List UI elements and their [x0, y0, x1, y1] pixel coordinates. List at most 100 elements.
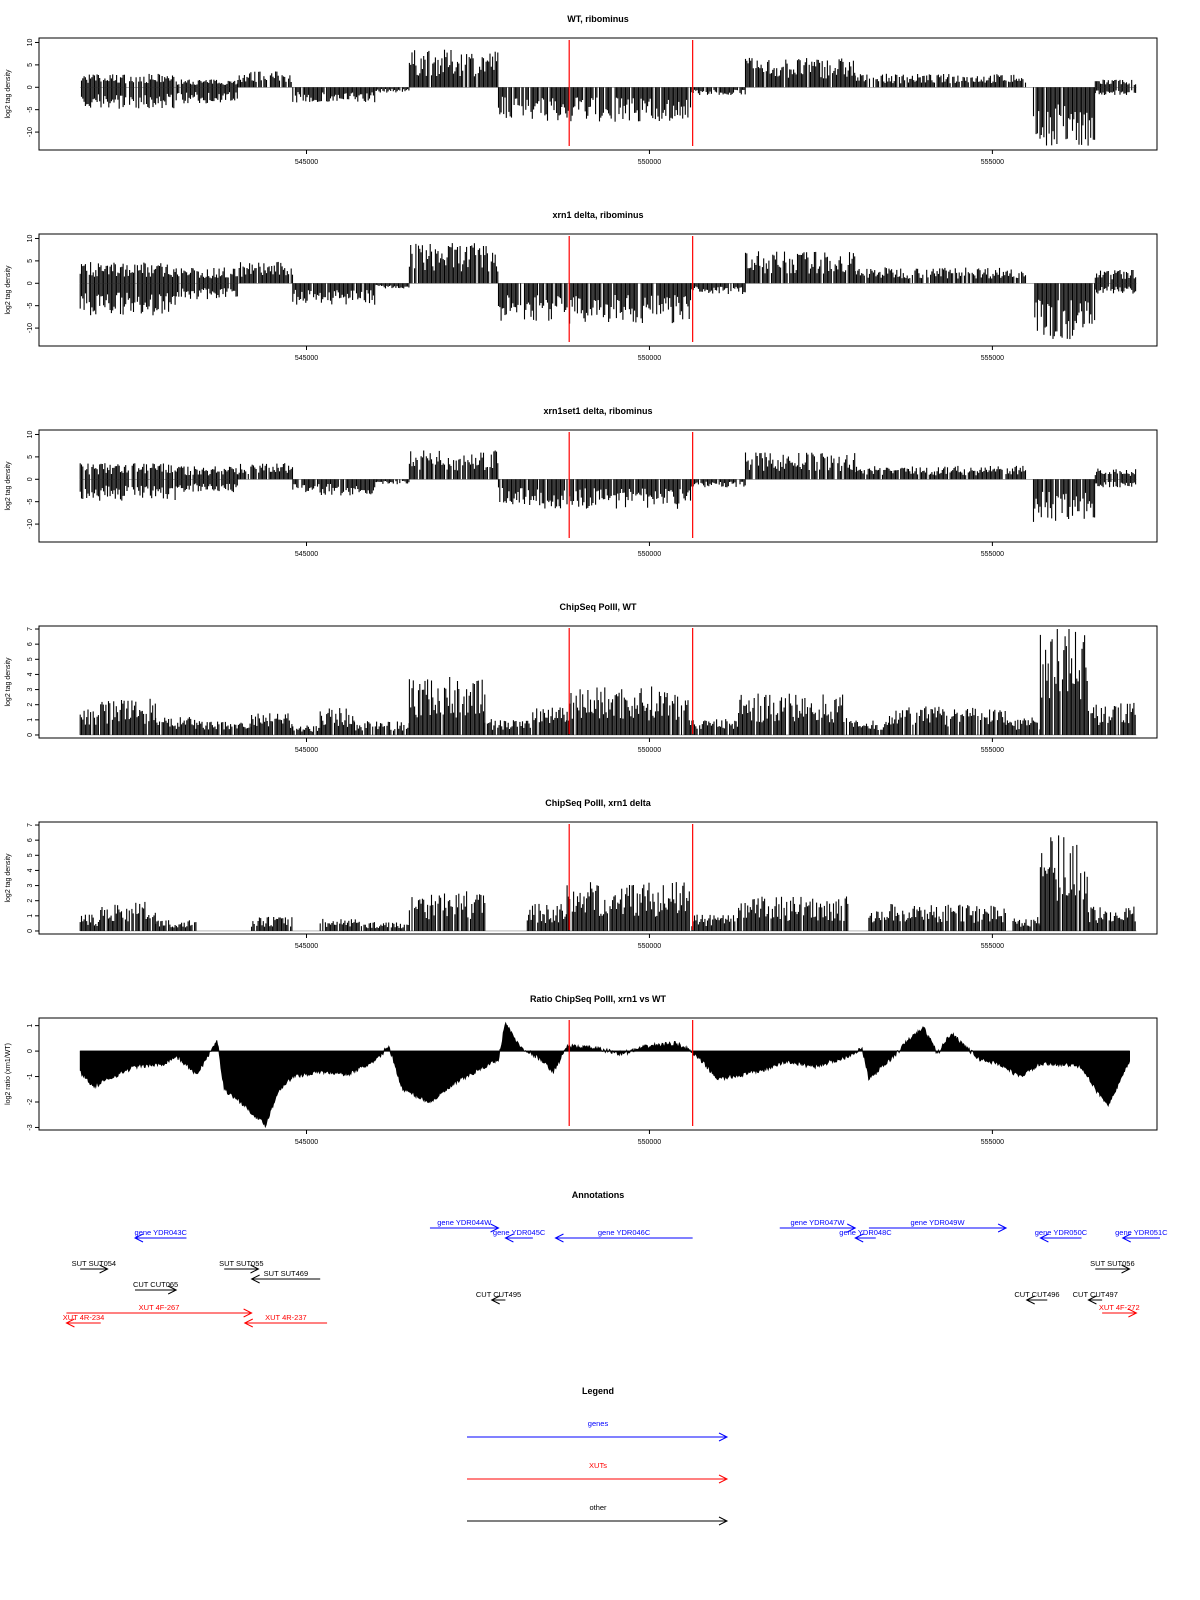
signal-segment-8 [539, 283, 692, 324]
annotation-feature: gene YDR043C [133, 1228, 188, 1243]
y-tick-label: 1 [27, 1024, 34, 1028]
feature-arrowhead [99, 1264, 109, 1274]
y-tick-label: 6 [27, 642, 34, 646]
feature-arrowhead [1087, 1295, 1097, 1305]
signal-segment-14 [738, 693, 848, 735]
feature-arrowhead [243, 1318, 253, 1328]
ratio-area [79, 1021, 1130, 1129]
panel-title: xrn1set1 delta, ribominus [543, 406, 652, 416]
x-tick-label: 555000 [981, 355, 1004, 362]
signal-segment-1 [79, 262, 176, 316]
signal-segment-2 [100, 901, 156, 931]
x-tick-label: 555000 [981, 943, 1004, 950]
feature-arrowhead [243, 1308, 253, 1318]
signal-segment-14 [1039, 835, 1088, 931]
annotation-feature: CUT CUT497 [1073, 1290, 1118, 1305]
signal-segment-11 [532, 707, 568, 735]
feature-label: SUT SUT056 [1090, 1259, 1134, 1268]
y-tick-label: 5 [27, 259, 34, 263]
signal-segment-3 [238, 261, 294, 284]
signal-segment-9 [690, 283, 746, 294]
annotation-feature: XUT 4F-272 [1099, 1303, 1140, 1318]
feature-label: SUT SUT469 [264, 1269, 308, 1278]
feature-arrowhead [554, 1233, 564, 1243]
x-tick-label: 555000 [981, 747, 1004, 754]
x-tick-label: 545000 [295, 943, 318, 950]
signal-segment-7 [497, 479, 539, 505]
signal-segment-13 [1094, 270, 1137, 294]
y-axis-label: log2 tag density [5, 69, 12, 119]
signal-segment-18 [1039, 629, 1088, 735]
signal-segment-7 [497, 87, 540, 119]
signal-segment-3 [237, 71, 292, 88]
feature-label: SUT SUT055 [219, 1259, 263, 1268]
signal-segment-9 [690, 87, 746, 95]
signal-segment-6 [408, 49, 499, 88]
feature-label: CUT CUT495 [476, 1290, 521, 1299]
annotation-feature: SUT SUT054 [72, 1259, 116, 1274]
legend-item-genes: genes [467, 1419, 729, 1442]
y-tick-label: 0 [27, 477, 34, 481]
y-tick-label: -5 [27, 302, 34, 308]
y-tick-label: -5 [27, 498, 34, 504]
x-tick-label: 555000 [981, 1139, 1004, 1146]
y-tick-label: -2 [27, 1099, 34, 1105]
signal-segment-5 [374, 283, 410, 289]
annotation-feature: gene YDR046C [554, 1228, 693, 1243]
y-tick-label: -5 [27, 106, 34, 112]
y-tick-label: -10 [27, 127, 34, 137]
feature-arrowhead [250, 1274, 260, 1284]
y-tick-label: 5 [27, 853, 34, 857]
feature-label: gene YDR051C [1115, 1228, 1168, 1237]
feature-arrowhead [504, 1233, 514, 1243]
legend-arrowhead [718, 1516, 729, 1526]
panel-2: xrn1 delta, ribominus -10 -5 0 5 10 log2 tag d… [5, 210, 1158, 362]
x-tick-label: 555000 [981, 551, 1004, 558]
signal-segment-15 [849, 720, 890, 735]
signal-segment-13 [1094, 79, 1137, 95]
plot-frame [38, 1017, 1158, 1131]
signal-segment-2 [175, 79, 238, 104]
signal-bars [80, 49, 1137, 146]
y-tick-label: 7 [27, 627, 34, 631]
signal-segment-5 [251, 713, 293, 735]
x-tick-label: 550000 [638, 747, 661, 754]
y-tick-label: 2 [27, 899, 34, 903]
signal-segment-4 [292, 479, 376, 496]
feature-arrowhead [1121, 1233, 1131, 1243]
signal-segment-4 [292, 283, 376, 305]
legend-title: Legend [582, 1386, 614, 1396]
signal-segment-10 [744, 57, 856, 88]
annotations-title: Annotations [572, 1190, 625, 1200]
x-tick-label: 545000 [295, 355, 318, 362]
feature-label: XUT 4F-267 [139, 1303, 180, 1312]
signal-segment-5 [319, 918, 360, 931]
annotation-feature: gene YDR050C [1035, 1228, 1088, 1243]
signal-segment-12 [868, 904, 1006, 931]
annotation-feature: gene YDR048C [839, 1228, 892, 1243]
signal-segment-11 [854, 267, 1027, 284]
signal-segment-12 [1034, 283, 1096, 340]
signal-segment-10 [744, 452, 856, 480]
x-tick-label: 550000 [638, 159, 661, 166]
annotation-feature: XUT 4F-267 [66, 1303, 253, 1318]
signal-segment-2 [175, 466, 238, 493]
plot-frame [38, 37, 1158, 151]
signal-segment-5 [374, 87, 410, 93]
signal-segment-9 [690, 479, 746, 488]
signal-segment-4 [292, 87, 376, 103]
annotation-feature: SUT SUT055 [219, 1259, 264, 1274]
y-axis-label: log2 ratio (xrn1/WT) [5, 1043, 12, 1105]
x-tick-label: 550000 [638, 1139, 661, 1146]
signal-segment-6 [408, 243, 499, 284]
annotation-feature: XUT 4R-237 [243, 1313, 328, 1328]
y-axis-label: log2 tag density [5, 853, 12, 903]
signal-bars [79, 629, 1136, 735]
plot-frame [38, 233, 1158, 347]
signal-segment-16 [888, 706, 1006, 735]
signal-segment-1 [80, 73, 175, 109]
y-tick-label: 5 [27, 455, 34, 459]
feature-arrowhead [167, 1285, 178, 1295]
annotation-feature: SUT SUT056 [1090, 1259, 1135, 1274]
